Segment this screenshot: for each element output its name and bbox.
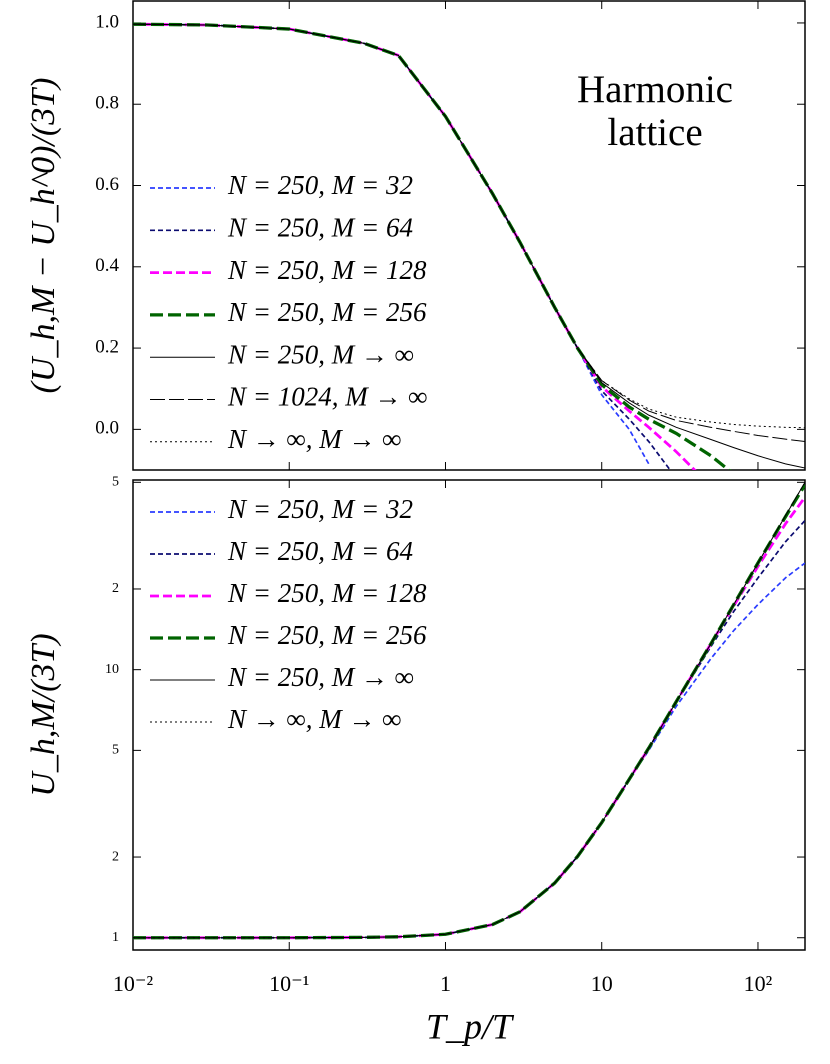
x-tick-label: 10: [591, 971, 613, 996]
legend-label: N = 1024, M → ∞: [227, 382, 427, 412]
y-tick-label: 2: [112, 849, 119, 864]
y-tick-label: 1.0: [95, 11, 119, 32]
plot-lines: [133, 482, 805, 940]
series-line: [133, 482, 805, 939]
x-tick-label: 10²: [744, 971, 773, 996]
y-tick-label: 1: [112, 930, 119, 945]
legend-label: N = 250, M → ∞: [227, 662, 414, 692]
legend-label: N = 250, M → ∞: [227, 339, 414, 369]
legend-label: N = 250, M = 32: [227, 170, 413, 200]
legend-label: N = 250, M = 64: [227, 536, 413, 566]
y-tick-label: 0.2: [95, 336, 119, 357]
y-tick-label: 10: [105, 662, 119, 677]
y-tick-label: 0.6: [95, 174, 119, 195]
annotation: lattice: [607, 111, 702, 154]
series-line: [133, 562, 805, 939]
y-tick-label: 0.8: [95, 93, 119, 114]
y-axis-label: U_h,M/(3T): [25, 633, 62, 796]
x-tick-label: 10⁻¹: [269, 971, 309, 996]
series-line: [133, 23, 805, 443]
legend-label: N = 250, M = 128: [227, 578, 427, 608]
legend-label: N = 250, M = 256: [227, 297, 427, 327]
legend-label: N = 250, M = 32: [227, 494, 413, 524]
y-tick-label: 5: [112, 743, 119, 758]
y-axis-label: (U_h,M − U_h^0)/(3T): [25, 78, 62, 394]
x-tick-label: 1: [440, 971, 451, 996]
x-axis-label: T_p/T: [426, 1006, 515, 1046]
y-tick-label: 5: [112, 475, 119, 490]
legend-label: N = 250, M = 128: [227, 255, 427, 285]
plot-frame: [132, 0, 806, 471]
y-tick-label: 2: [112, 581, 119, 596]
plot-lines: [133, 22, 805, 470]
legend-label: N = 250, M = 256: [227, 620, 427, 650]
series-line: [133, 519, 805, 939]
y-tick-label: 0.4: [95, 255, 119, 276]
y-tick-label: 0.0: [95, 418, 119, 439]
legend-label: N = 250, M = 64: [227, 213, 413, 243]
x-tick-label: 10⁻²: [113, 971, 154, 996]
legend-label: N → ∞, M → ∞: [227, 704, 402, 734]
plot-frame: [132, 479, 806, 951]
annotation: Harmonic: [577, 68, 733, 111]
legend-label: N → ∞, M → ∞: [227, 424, 402, 454]
